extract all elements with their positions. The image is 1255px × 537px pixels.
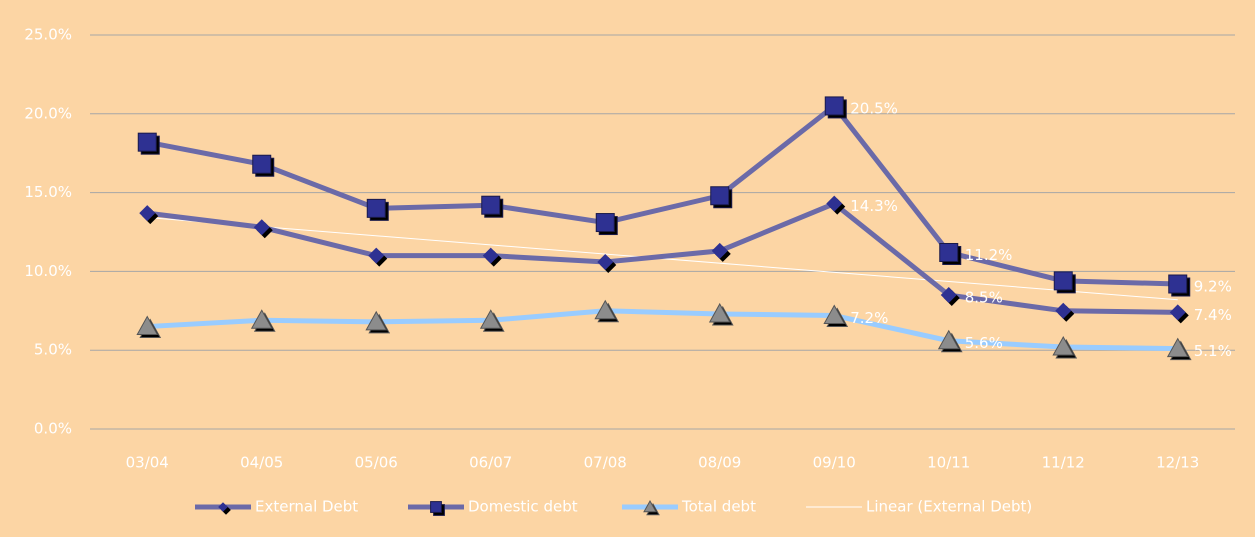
point-marker xyxy=(937,329,960,350)
legend-marker xyxy=(430,501,442,513)
x-tick-label: 10/11 xyxy=(927,454,970,472)
legend-label: External Debt xyxy=(255,498,358,516)
point-marker xyxy=(824,96,844,116)
data-label: 14.3% xyxy=(850,197,898,215)
y-tick-label: 0.0% xyxy=(34,420,72,438)
data-label: 7.4% xyxy=(1194,306,1232,324)
point-marker xyxy=(479,309,502,329)
y-tick-label: 5.0% xyxy=(34,341,72,359)
series-line xyxy=(146,200,1178,315)
point-marker xyxy=(939,242,959,262)
point-marker xyxy=(597,253,614,270)
point-marker xyxy=(1052,336,1075,356)
x-tick-label: 08/09 xyxy=(698,454,741,472)
x-tick-label: 03/04 xyxy=(126,454,169,472)
point-marker xyxy=(594,299,617,320)
x-tick-label: 07/08 xyxy=(584,454,627,472)
point-marker xyxy=(940,287,957,304)
x-tick-label: 11/12 xyxy=(1042,454,1085,472)
x-tick-label: 06/07 xyxy=(469,454,512,472)
point-marker xyxy=(1053,271,1073,291)
point-marker xyxy=(826,195,843,212)
y-tick-label: 20.0% xyxy=(24,104,72,122)
x-tick-label: 12/13 xyxy=(1156,454,1199,472)
data-label: 20.5% xyxy=(850,99,898,117)
point-marker xyxy=(823,304,846,325)
legend-label: Total debt xyxy=(681,498,756,516)
y-tick-label: 15.0% xyxy=(24,183,72,201)
series-line xyxy=(147,308,1178,352)
point-marker xyxy=(253,219,270,236)
point-marker xyxy=(708,302,731,323)
data-label: 7.2% xyxy=(850,309,888,327)
point-marker xyxy=(252,154,272,174)
data-label: 5.1% xyxy=(1194,342,1232,360)
point-marker xyxy=(365,310,388,331)
point-marker xyxy=(482,247,499,264)
data-label: 11.2% xyxy=(965,246,1013,264)
x-tick-label: 05/06 xyxy=(355,454,398,472)
point-marker xyxy=(139,205,156,222)
point-marker xyxy=(1169,304,1186,321)
legend-marker xyxy=(218,502,228,512)
legend-label: Domestic debt xyxy=(468,498,578,516)
legend-label: Linear (External Debt) xyxy=(866,498,1032,516)
point-marker xyxy=(595,213,615,233)
point-marker xyxy=(1055,302,1072,319)
point-marker xyxy=(1166,337,1189,358)
data-label: 5.6% xyxy=(965,334,1003,352)
point-marker xyxy=(137,132,157,152)
point-marker xyxy=(481,195,501,215)
point-marker xyxy=(250,309,273,329)
point-marker xyxy=(366,198,386,218)
point-marker xyxy=(368,247,385,264)
data-label: 9.2% xyxy=(1194,278,1232,296)
point-marker xyxy=(1168,274,1188,294)
x-tick-label: 04/05 xyxy=(240,454,283,472)
point-marker xyxy=(136,315,159,336)
y-tick-label: 25.0% xyxy=(24,26,72,44)
y-tick-label: 10.0% xyxy=(24,262,72,280)
point-marker xyxy=(711,242,728,259)
legend-marker xyxy=(643,499,657,513)
data-label: 8.5% xyxy=(965,289,1003,307)
x-tick-label: 09/10 xyxy=(813,454,856,472)
series-line xyxy=(146,102,1178,287)
point-marker xyxy=(710,186,730,206)
